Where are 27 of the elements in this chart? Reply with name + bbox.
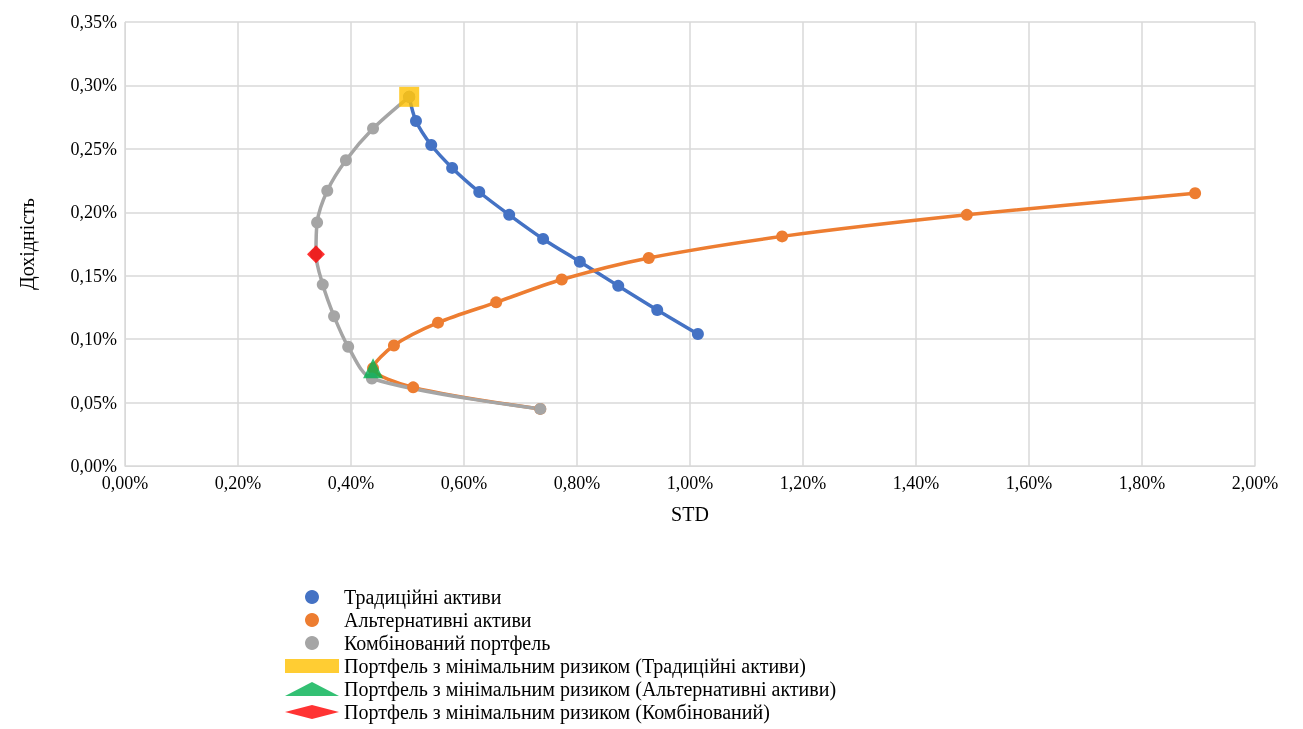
x-tick-label: 0,60% xyxy=(440,473,488,493)
x-tick-label: 1,80% xyxy=(1118,473,1166,493)
x-tick-label: 0,00% xyxy=(101,473,149,493)
x-tick-label: 0,20% xyxy=(214,473,262,493)
y-tick-label: 0,05% xyxy=(70,392,117,413)
y-tick-label: 0,00% xyxy=(70,456,117,476)
y-tick-label: 0,10% xyxy=(70,329,117,350)
legend-label: Портфель з мінімальним ризиком (Комбінований) xyxy=(344,701,770,724)
x-tick-label: 0,80% xyxy=(553,473,601,493)
x-axis-title: STD xyxy=(671,503,709,525)
legend-label: Портфель з мінімальним ризиком (Традиційні активи) xyxy=(344,655,806,678)
x-tick-label: 1,60% xyxy=(1005,473,1053,493)
y-tick-label: 0,25% xyxy=(70,138,117,159)
x-tick-label: 1,40% xyxy=(892,473,940,493)
y-tick-label: 0,15% xyxy=(70,265,117,286)
legend-label: Традиційні активи xyxy=(344,586,502,609)
legend-label: Комбінований портфель xyxy=(344,632,551,655)
x-tick-label: 2,00% xyxy=(1231,473,1279,493)
legend-label: Портфель з мінімальним ризиком (Альтернативні активи) xyxy=(344,678,837,701)
y-tick-label: 0,20% xyxy=(70,202,117,223)
y-axis-title: Дохідність xyxy=(16,198,39,290)
y-tick-label: 0,35% xyxy=(70,12,117,32)
x-tick-label: 0,40% xyxy=(327,473,375,493)
x-tick-label: 1,00% xyxy=(666,473,714,493)
y-tick-label: 0,30% xyxy=(70,75,117,96)
x-tick-label: 1,20% xyxy=(779,473,827,493)
legend-label: Альтернативні активи xyxy=(344,609,532,632)
